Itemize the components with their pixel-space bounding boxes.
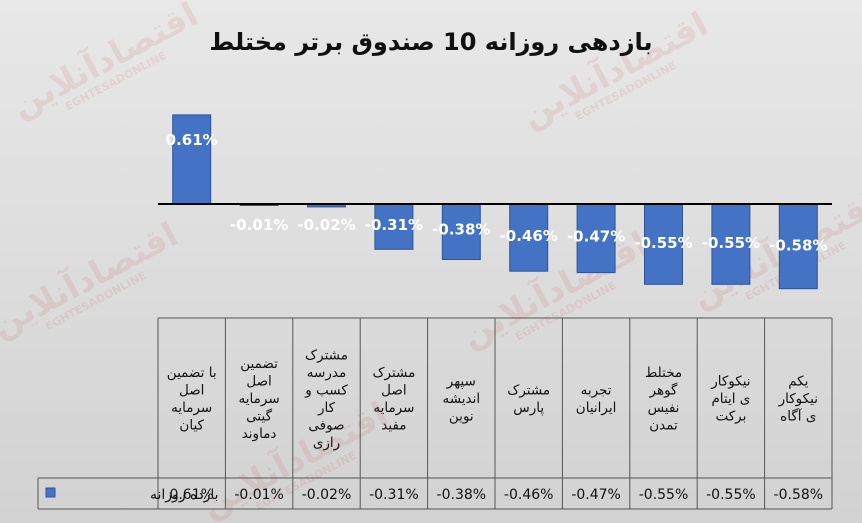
category-label: مختلط گوهر نفیس تمدن [645, 365, 682, 434]
watermark-text: اقتصادآنلاین [4, 0, 205, 126]
data-label: -0.02% [297, 216, 355, 234]
table-value: -0.58% [774, 487, 824, 503]
data-label: -0.01% [230, 216, 288, 234]
watermark-text: اقتصادآنلاین [194, 393, 395, 523]
bars [172, 114, 818, 290]
bar [441, 203, 481, 260]
bar [644, 203, 683, 285]
category-label: سپهر اندیشه نوین [442, 374, 480, 425]
bar [374, 203, 414, 250]
category-label: نیکوکار ی ایتام برکت [710, 374, 750, 425]
data-label: -0.58% [769, 237, 827, 255]
table-value: -0.55% [639, 487, 689, 503]
watermark-text: اقتصادآنلاین [514, 3, 715, 136]
data-label: 0.61% [166, 131, 218, 149]
category-label: مشترک پارس [507, 382, 550, 416]
data-label: -0.55% [702, 234, 760, 252]
data-label: -0.31% [365, 216, 423, 234]
bar [172, 114, 212, 205]
table-value: -0.55% [706, 487, 756, 503]
chart-title: بازدهی روزانه 10 صندوق برتر مختلط [209, 28, 652, 56]
category-label: یکم نیکوکار ی آگاه [778, 374, 818, 425]
category-label: با تضمین اصل سرمایه کیان [167, 365, 217, 434]
watermark-text: اقتصادآنلاین [0, 213, 185, 346]
legend-swatch [45, 487, 56, 498]
category-label: تجربه ایرانیان [576, 382, 617, 416]
table-value: -0.31% [369, 487, 419, 503]
category-label: مشترک مدرسه کسب و کار صوفی رازی [304, 347, 348, 451]
table-value: -0.46% [504, 487, 554, 503]
data-labels: 0.61% -0.01% -0.02% -0.31% -0.38% -0.46% -0.47… [166, 131, 828, 255]
data-label: -0.38% [432, 221, 490, 239]
bar [509, 203, 549, 272]
table-value: -0.38% [437, 487, 487, 503]
data-label: -0.46% [500, 227, 558, 245]
category-label: تضمین اصل سرمایه گیتی دماوند [239, 356, 280, 442]
bar [778, 203, 818, 290]
data-table: با تضمین اصل سرمایه کیان تضمین اصل سرمایه گیتی د… [37, 317, 833, 510]
legend-label: بازده روزانه [150, 487, 219, 503]
data-label: -0.47% [567, 228, 625, 246]
table-value: 0.61% [169, 487, 213, 503]
table-value: -0.02% [302, 487, 352, 503]
table-value: -0.47% [571, 487, 621, 503]
data-label: -0.55% [634, 234, 692, 252]
category-label: مشترک اصل سرمایه مفید [372, 365, 415, 434]
table-value: -0.01% [234, 487, 284, 503]
